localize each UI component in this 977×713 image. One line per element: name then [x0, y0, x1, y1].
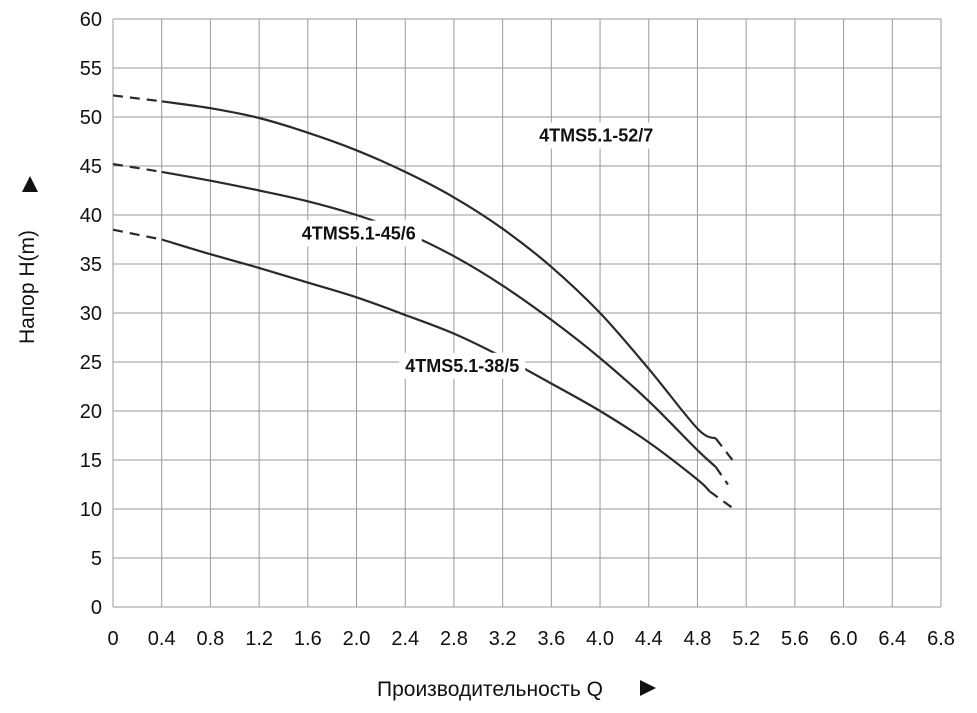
x-tick-label: 0.4: [148, 628, 176, 650]
y-tick-label: 20: [80, 401, 102, 423]
series-label-background: [295, 220, 422, 247]
y-tick-label: 35: [80, 254, 102, 276]
x-axis-ticks: 0 0.4 0.8 1.2 1.6 2.0 2.4 2.8 3.2 3.6 4.0 4.4 4.8 5.2…: [107, 628, 954, 650]
x-tick-label: 4.4: [635, 628, 663, 650]
x-tick-label: 5.6: [781, 628, 809, 650]
series-curve: [161, 100, 717, 440]
x-tick-label: 4.0: [586, 628, 614, 650]
x-tick-label: 0.8: [197, 628, 225, 650]
series-curve-dashed-start: [112, 228, 162, 241]
series-curve: [161, 170, 717, 468]
x-tick-label: 6.4: [878, 628, 906, 650]
y-axis-arrow-icon: [22, 176, 38, 192]
x-tick-label: 5.2: [732, 628, 760, 650]
y-tick-label: 0: [91, 597, 102, 619]
y-axis-ticks: 0 5 10 15 20 25 30 35 40 45 50 55 60: [80, 9, 102, 619]
series-label: 4TMS5.1-38/5: [405, 356, 519, 376]
x-tick-label: 2.4: [391, 628, 419, 650]
series-label: 4TMS5.1-45/6: [302, 224, 416, 244]
series-curve-dashed-start: [112, 162, 162, 173]
y-tick-label: 40: [80, 205, 102, 227]
x-axis-arrow-icon: [640, 680, 656, 696]
y-tick-label: 45: [80, 156, 102, 178]
y-tick-label: 30: [80, 303, 102, 325]
x-tick-label: 1.2: [245, 628, 273, 650]
series-curve-dashed-end: [709, 490, 735, 510]
x-tick-label: 4.8: [684, 628, 712, 650]
y-tick-label: 5: [91, 548, 102, 570]
series-label: 4TMS5.1-52/7: [539, 126, 653, 146]
x-tick-label: 3.2: [489, 628, 517, 650]
x-tick-label: 2.8: [440, 628, 468, 650]
y-tick-label: 25: [80, 352, 102, 374]
series-curve: [161, 238, 711, 493]
series-label-background: [399, 352, 526, 379]
y-tick-label: 60: [80, 9, 102, 31]
x-tick-label: 6.8: [927, 628, 955, 650]
y-tick-label: 15: [80, 450, 102, 472]
series-labels: 4TMS5.1-52/7 4TMS5.1-45/6 4TMS5.1-38/5: [295, 122, 660, 379]
y-axis-title: Напор H(m): [16, 230, 39, 344]
x-tick-label: 1.6: [294, 628, 322, 650]
grid: [112, 18, 942, 608]
y-tick-label: 10: [80, 499, 102, 521]
y-tick-label: 55: [80, 58, 102, 80]
x-tick-label: 0: [107, 628, 118, 650]
series-curve-dashed-end: [714, 466, 729, 486]
series-curve-dashed-end: [714, 437, 735, 463]
pump-curves: [112, 94, 735, 510]
x-tick-label: 3.6: [537, 628, 565, 650]
series-curve-dashed-start: [112, 94, 162, 103]
y-tick-label: 50: [80, 107, 102, 129]
x-axis-title: Производительность Q: [377, 678, 603, 701]
series-label-background: [533, 122, 660, 149]
x-tick-label: 6.0: [830, 628, 858, 650]
x-tick-label: 2.0: [343, 628, 371, 650]
